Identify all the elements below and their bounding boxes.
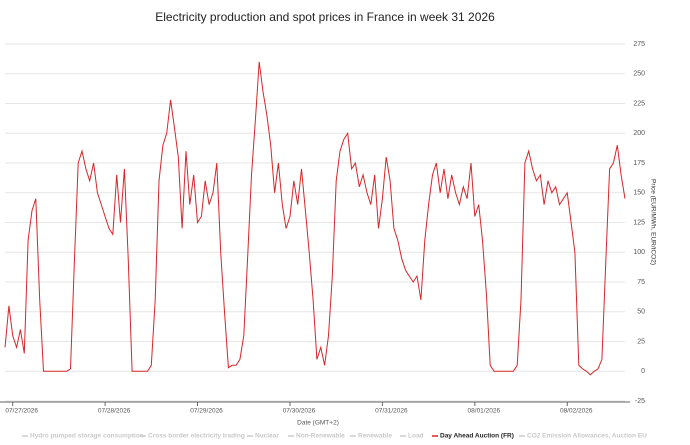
y-tick-label: 150	[633, 190, 645, 197]
x-tick-label: 08/01/2026	[468, 408, 501, 415]
legend-item[interactable]: Nuclear	[255, 433, 279, 440]
x-tick-label: 07/30/2026	[283, 408, 316, 415]
y-tick-label: 275	[633, 41, 645, 48]
legend-item[interactable]: CO2 Emission Allowances, Auction EU	[527, 433, 647, 440]
y-tick-label: 100	[633, 249, 645, 256]
x-tick-label: 07/28/2026	[98, 408, 131, 415]
legend-item[interactable]: Cross border electricity trading	[148, 433, 245, 440]
x-tick-label: 07/27/2026	[5, 408, 38, 415]
legend-item[interactable]: Hydro pumped storage consumption	[30, 433, 144, 440]
legend-item[interactable]: Renewable	[358, 433, 392, 440]
x-axis-title: Date (GMT+2)	[297, 420, 339, 427]
y-tick-label: 225	[633, 100, 645, 107]
y-tick-label: 200	[633, 130, 645, 137]
legend-item[interactable]: Load	[408, 433, 424, 440]
x-tick-label: 07/31/2026	[375, 408, 408, 415]
y-tick-label: 25	[637, 338, 645, 345]
y-tick-label: -25	[635, 398, 645, 405]
x-tick-label: 08/02/2026	[560, 408, 593, 415]
chart-title: Electricity production and spot prices i…	[155, 10, 495, 24]
y-tick-label: 175	[633, 160, 645, 167]
y-tick-label: 50	[637, 309, 645, 316]
y-tick-label: 75	[637, 279, 645, 286]
y-tick-label: 125	[633, 219, 645, 226]
legend-item[interactable]: Non-Renewable	[296, 433, 345, 440]
y-axis-title: Price (EUR/MWh, EUR/tCO2)	[649, 179, 656, 265]
y-tick-label: 0	[641, 368, 645, 375]
x-tick-label: 07/29/2026	[190, 408, 223, 415]
y-tick-label: 250	[633, 71, 645, 78]
price-line	[4, 61, 626, 376]
legend-item[interactable]: Day Ahead Auction (FR)	[440, 433, 514, 440]
